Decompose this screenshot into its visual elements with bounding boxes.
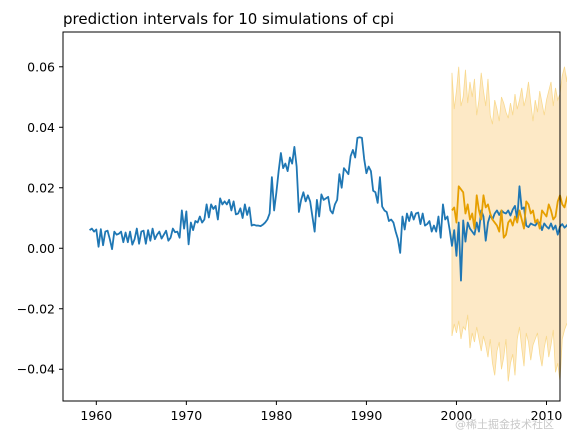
chart-title: prediction intervals for 10 simulations … <box>63 10 394 28</box>
y-tick-label: 0.06 <box>27 59 55 74</box>
prediction-band-area <box>451 66 567 382</box>
y-tick-label: −0.02 <box>17 301 55 316</box>
y-tick-label: 0.02 <box>27 180 55 195</box>
y-axis: −0.04 −0.02 0.00 0.02 0.04 0.06 <box>17 59 63 377</box>
y-tick-label: 0.04 <box>27 120 55 135</box>
history-line <box>89 136 567 282</box>
x-tick-label: 1990 <box>351 408 383 423</box>
x-tick-label: 1970 <box>170 408 202 423</box>
plot-frame <box>62 31 561 402</box>
x-tick-label: 1980 <box>260 408 292 423</box>
y-tick-label: −0.04 <box>17 362 55 377</box>
series-lines <box>89 136 567 282</box>
x-axis: 1960 1970 1980 1990 2000 2010 <box>80 401 562 423</box>
y-tick-label: 0.00 <box>27 241 55 256</box>
x-tick-label: 1960 <box>80 408 112 423</box>
prediction-interval-band <box>451 66 567 382</box>
forecast-line <box>451 185 567 239</box>
x-tick-label: 2010 <box>531 408 563 423</box>
watermark: @稀土掘金技术社区 <box>455 417 554 431</box>
x-tick-label: 2000 <box>441 408 473 423</box>
